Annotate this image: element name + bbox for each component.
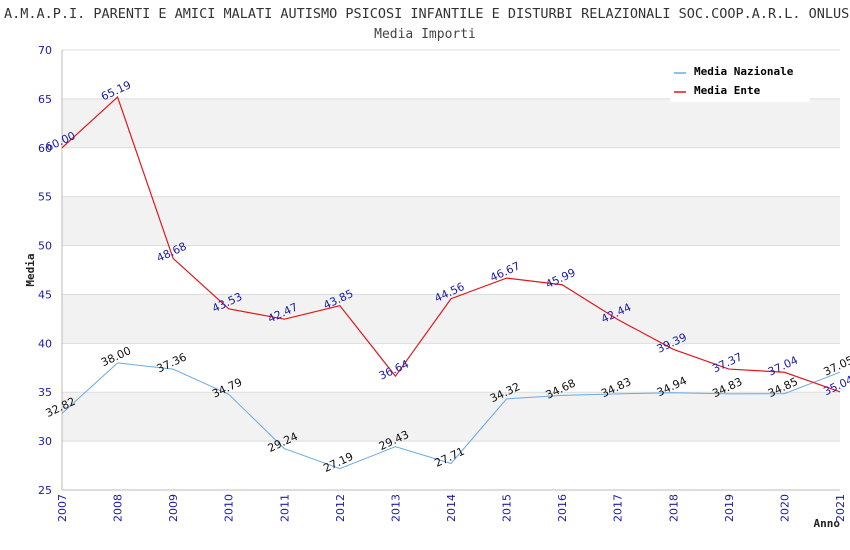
x-tick-label: 2011 bbox=[278, 494, 291, 522]
chart-title: A.M.A.P.I. PARENTI E AMICI MALATI AUTISM… bbox=[4, 6, 850, 22]
x-tick-labels: 2007 2008 2009 2010 2011 2012 2013 2014 2015 2016… bbox=[56, 494, 847, 522]
y-tick-label: 70 bbox=[38, 44, 52, 57]
y-tick-label: 40 bbox=[38, 337, 52, 350]
grid-band bbox=[62, 294, 840, 344]
legend: Media Nazionale Media Ente bbox=[670, 60, 810, 102]
data-label: 45.99 bbox=[544, 266, 578, 291]
chart-subtitle: Media Importi bbox=[374, 27, 476, 42]
x-tick-label: 2017 bbox=[612, 494, 625, 522]
y-tick-label: 45 bbox=[38, 288, 52, 301]
x-axis-title: Anno bbox=[814, 517, 841, 530]
gridlines bbox=[62, 49, 840, 491]
data-label: 37.37 bbox=[710, 350, 744, 375]
legend-label-media-nazionale: Media Nazionale bbox=[694, 65, 794, 78]
y-axis-title: Media bbox=[24, 253, 37, 286]
x-tick-label: 2010 bbox=[223, 494, 236, 522]
data-label: 37.36 bbox=[155, 350, 189, 375]
data-label: 60.00 bbox=[43, 129, 77, 154]
y-tick-label: 60 bbox=[38, 142, 52, 155]
y-tick-label: 30 bbox=[38, 435, 52, 448]
legend-background bbox=[670, 60, 810, 102]
y-tick-label: 55 bbox=[38, 191, 52, 204]
axes bbox=[61, 50, 840, 491]
y-tick-label: 65 bbox=[38, 93, 52, 106]
grid-band bbox=[62, 98, 840, 148]
y-tick-label: 35 bbox=[38, 386, 52, 399]
x-tick-label: 2015 bbox=[501, 494, 514, 522]
data-label: 38.00 bbox=[99, 344, 133, 369]
legend-label-media-ente: Media Ente bbox=[694, 84, 761, 97]
x-tick-label: 2016 bbox=[556, 494, 569, 522]
series-line-media-ente bbox=[61, 95, 841, 393]
x-tick-label: 2019 bbox=[723, 494, 736, 522]
x-tick-label: 2020 bbox=[778, 494, 791, 522]
data-label: 46.67 bbox=[488, 259, 522, 284]
y-tick-label: 25 bbox=[38, 484, 52, 497]
x-tick-label: 2012 bbox=[334, 494, 347, 522]
grid-band bbox=[62, 196, 840, 246]
series-lines bbox=[61, 95, 841, 470]
series-line-media-nazionale bbox=[61, 362, 841, 470]
x-tick-label: 2014 bbox=[445, 494, 458, 522]
x-tick-label: 2013 bbox=[389, 494, 402, 522]
x-tick-label: 2018 bbox=[667, 494, 680, 522]
data-label: 27.71 bbox=[432, 445, 466, 470]
data-label: 36.64 bbox=[377, 357, 411, 382]
data-label: 37.04 bbox=[766, 354, 800, 379]
x-tick-label: 2021 bbox=[834, 494, 847, 522]
y-tick-labels: 25 30 35 40 45 50 55 60 65 70 bbox=[38, 44, 52, 497]
plot-background-bands bbox=[62, 98, 840, 442]
y-tick-label: 50 bbox=[38, 240, 52, 253]
x-tick-label: 2007 bbox=[56, 494, 69, 522]
grid-band bbox=[62, 392, 840, 442]
x-tick-label: 2009 bbox=[167, 494, 180, 522]
x-tick-label: 2008 bbox=[112, 494, 125, 522]
data-label: 27.19 bbox=[321, 450, 355, 475]
